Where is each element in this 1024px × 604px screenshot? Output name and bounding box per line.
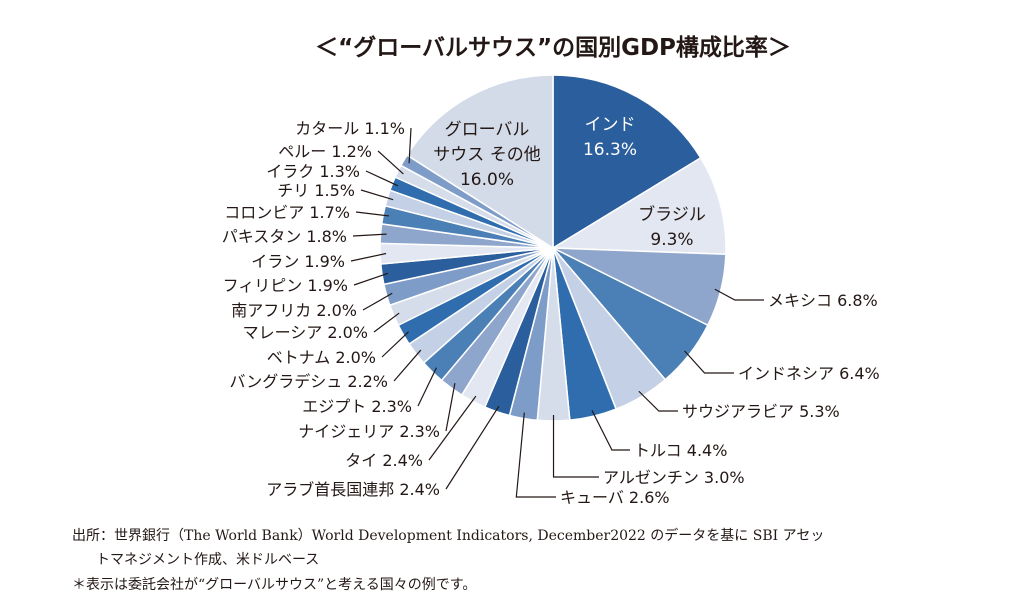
slice-label: アルゼンチン 3.0% [603, 468, 745, 487]
slice-label: 南アフリカ 2.0% [231, 301, 357, 320]
leader-line [365, 170, 399, 187]
leader-line [591, 410, 630, 451]
leader-line [445, 383, 456, 432]
source-note-line1: 出所：世界銀行（The World Bank）World Development… [72, 528, 825, 544]
slice-label: ベトナム 2.0% [267, 348, 376, 367]
leader-line [515, 412, 556, 498]
slice-label: コロンビア 1.7% [224, 203, 350, 222]
slice-label: 16.3% [583, 140, 637, 160]
leader-line [445, 405, 500, 490]
chart-title: ＜“グローバルサウス”の国別GDP構成比率＞ [315, 34, 791, 61]
slice-label: イラン 1.9% [251, 252, 345, 271]
leader-line [377, 150, 404, 175]
leader-line [360, 189, 394, 201]
slice-label: ペルー 1.2% [278, 142, 372, 161]
slice-label: インドネシア 6.4% [738, 364, 880, 383]
slice-label: ナイジェリア 2.3% [298, 422, 440, 441]
slice-label: マレーシア 2.0% [243, 323, 368, 342]
leader-line [417, 367, 438, 407]
slice-label: タイ 2.4% [345, 451, 423, 470]
slice-label: イラク 1.3% [266, 162, 360, 181]
pie-slice [405, 74, 554, 250]
slice-label: フィリピン 1.9% [223, 276, 348, 295]
leader-line [362, 292, 393, 311]
slice-label: ブラジル [638, 204, 706, 225]
slice-label: パキスタン 1.8% [222, 227, 347, 246]
leader-line [408, 127, 412, 164]
slice-label: インド [585, 115, 636, 135]
leader-line [638, 390, 678, 412]
leader-line [381, 331, 409, 358]
leader-line [373, 312, 400, 333]
slice-label: バングラデシュ 2.2% [229, 372, 388, 391]
slice-label: チリ 1.5% [277, 181, 355, 200]
leader-line [684, 350, 734, 374]
slice-label: 9.3% [650, 230, 693, 250]
pie-chart: ＜“グローバルサウス”の国別GDP構成比率＞ インド 16.3% ブラジル 9.3% メ… [222, 34, 880, 507]
slice-label: 16.0% [460, 170, 514, 190]
leader-line [355, 211, 390, 217]
slice-label: アラブ首長国連邦 2.4% [266, 480, 440, 499]
leader-line [353, 272, 389, 286]
leader-line [714, 288, 764, 301]
slice-label: メキシコ 6.8% [768, 291, 878, 310]
leader-line [350, 252, 387, 262]
slice-label: トルコ 4.4% [634, 441, 727, 460]
slice-label: グローバル [445, 120, 530, 140]
leader-line [393, 349, 422, 382]
disclaimer-note: ＊表示は委託会社が“グローバルサウス”と考える国々の例です。 [72, 577, 477, 593]
source-note-line2: トマネジメント作成、米ドルベース [96, 552, 320, 568]
slice-label: カタール 1.1% [295, 119, 405, 138]
slice-label: サウス その他 [433, 145, 540, 165]
leader-line [428, 395, 477, 461]
leader-line [352, 233, 387, 237]
pie-slice [550, 156, 727, 256]
slice-label: サウジアラビア 5.3% [682, 402, 840, 421]
slice-label: エジプト 2.3% [302, 397, 412, 416]
slice-label: キューバ 2.6% [560, 488, 670, 507]
leader-line [552, 414, 599, 478]
pie-slice [552, 74, 702, 250]
